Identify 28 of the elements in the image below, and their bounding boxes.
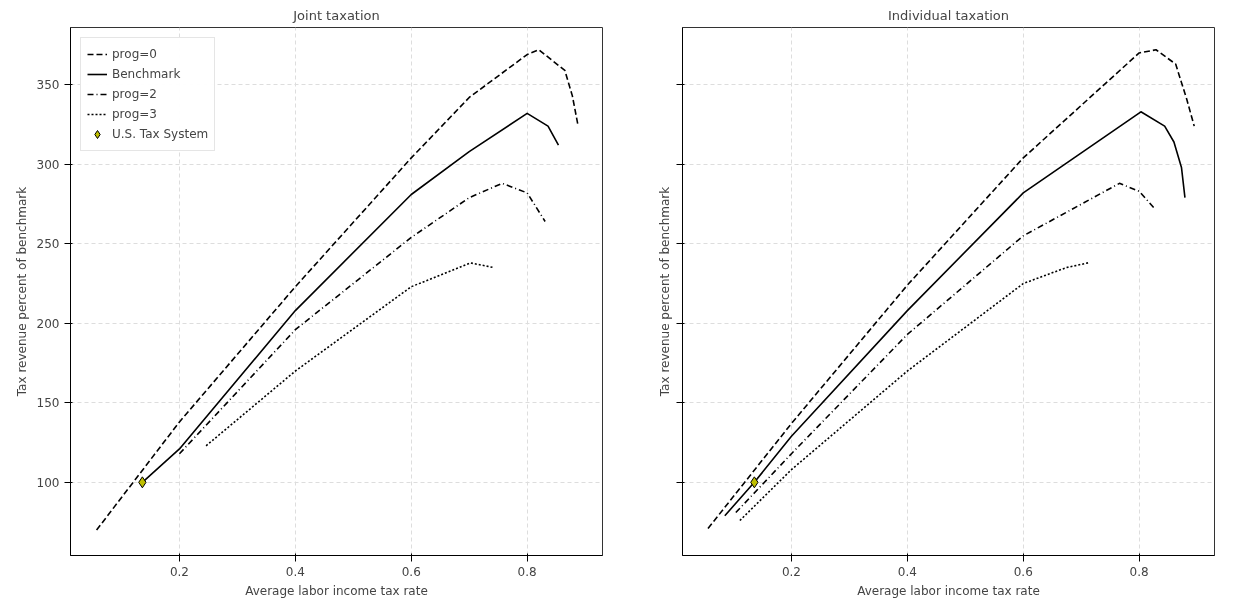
- line-series: [95, 48, 579, 531]
- y-tick-label: 250: [36, 237, 60, 252]
- line-series: [205, 262, 495, 447]
- x-tick-label: 0.8: [1129, 564, 1149, 579]
- y-axis-title: Tax revenue percent of benchmark: [14, 186, 29, 398]
- x-axis-title: Average labor income tax rate: [857, 583, 1040, 598]
- x-tick-label: 0.4: [897, 564, 917, 579]
- y-axis-title: Tax revenue percent of benchmark: [657, 186, 672, 398]
- y-tick-label: 100: [36, 475, 60, 490]
- x-tick-label: 0.6: [1013, 564, 1033, 579]
- legend-label: Benchmark: [112, 67, 181, 81]
- y-tick-label: 200: [36, 316, 60, 331]
- x-axis-title: Average labor income tax rate: [245, 583, 428, 598]
- y-tick-label: 150: [36, 396, 60, 411]
- legend-label: prog=0: [112, 47, 157, 61]
- legend-label: prog=2: [112, 87, 157, 101]
- chart-title: Individual taxation: [887, 7, 1010, 23]
- legend-label: prog=3: [112, 107, 157, 121]
- legend-label: U.S. Tax System: [112, 127, 209, 141]
- chart-title: Joint taxation: [292, 7, 380, 23]
- x-tick-label: 0.6: [401, 564, 421, 579]
- y-tick-label: 350: [36, 78, 60, 93]
- y-tick-label: 300: [36, 157, 60, 172]
- x-tick-label: 0.8: [517, 564, 537, 579]
- x-tick-label: 0.2: [781, 564, 801, 579]
- x-tick-label: 0.4: [285, 564, 305, 579]
- line-series: [178, 182, 546, 455]
- x-tick-label: 0.2: [169, 564, 189, 579]
